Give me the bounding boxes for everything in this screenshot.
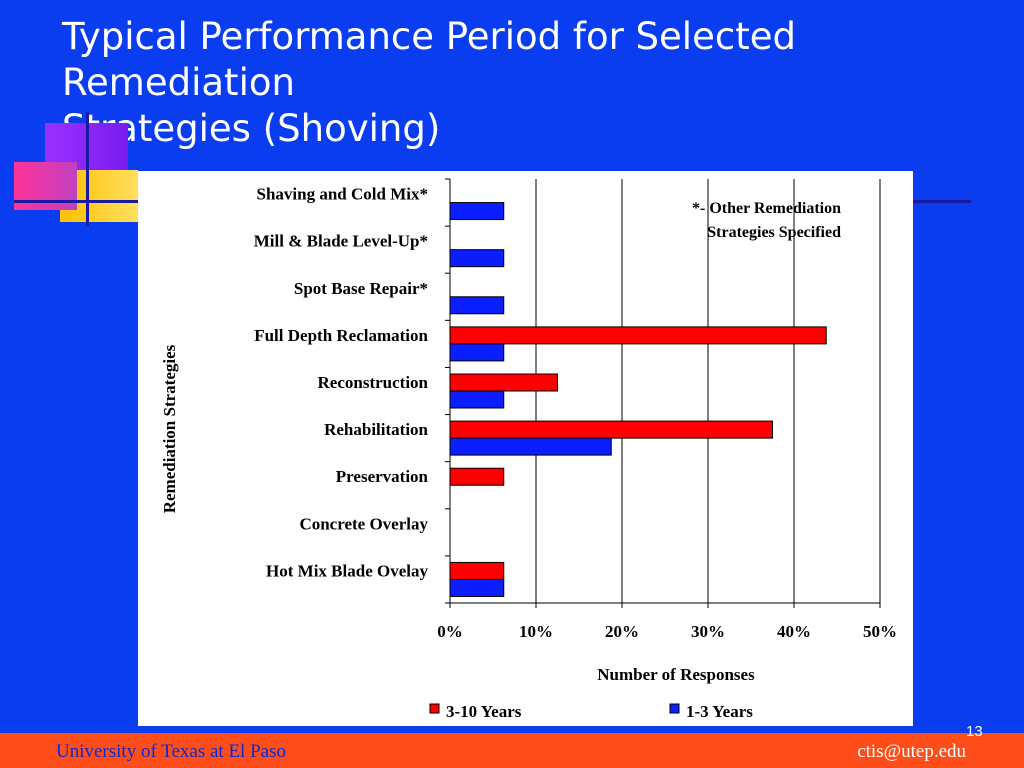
bar-chart: Shaving and Cold Mix* Mill & Blade Level-… [160, 178, 897, 721]
category-label: Full Depth Reclamation [254, 326, 428, 345]
category-label: Concrete Overlay [299, 514, 428, 533]
bar-1-3-years [449, 437, 612, 456]
x-axis-title: Number of Responses [597, 665, 755, 684]
footer-email[interactable]: ctis@utep.edu [857, 741, 966, 762]
x-tick-label: 40% [777, 622, 811, 641]
x-tick-label: 20% [605, 622, 639, 641]
slide-title: Typical Performance Period for Selected … [62, 14, 1012, 152]
label-layer: Shaving and Cold Mix* Mill & Blade Level-… [254, 185, 429, 581]
y-axis-title: Remediation Strategies [160, 344, 179, 513]
decor-horizontal-line-right [913, 200, 971, 203]
bar-1-3-years [449, 390, 505, 409]
legend-swatch-long [429, 703, 440, 714]
bar-1-3-years [449, 296, 505, 315]
chart-panel: Shaving and Cold Mix* Mill & Blade Level-… [138, 171, 913, 726]
legend: 3-10 Years 1-3 Years [429, 702, 753, 721]
x-tick-label: 0% [437, 622, 463, 641]
decor-vertical-line [86, 112, 89, 226]
x-tick-label: 10% [519, 622, 553, 641]
bar-1-3-years [449, 578, 505, 597]
legend-label-long: 3-10 Years [446, 702, 522, 721]
category-label: Reconstruction [318, 373, 429, 392]
bar-3-10-years [449, 326, 827, 345]
legend-label-short: 1-3 Years [686, 702, 753, 721]
decor-horizontal-line-left [14, 200, 138, 203]
bar-3-10-years [449, 467, 505, 486]
bar-3-10-years [449, 373, 558, 392]
bar-1-3-years [449, 249, 505, 268]
bar-layer [449, 202, 827, 597]
legend-swatch-short [669, 703, 680, 714]
category-label: Spot Base Repair* [294, 279, 428, 298]
page-number: 13 [966, 723, 983, 740]
annotation-line-2: Strategies Specified [707, 224, 841, 241]
axis-layer [449, 179, 880, 604]
footer-bar: University of Texas at El Paso ctis@utep… [0, 733, 1024, 768]
category-label: Mill & Blade Level-Up* [254, 232, 428, 251]
annotation-line-1: *- Other Remediation [692, 200, 841, 217]
bar-1-3-years [449, 343, 505, 362]
footer-university: University of Texas at El Paso [56, 741, 286, 762]
slide-title-line-1: Typical Performance Period for Selected … [62, 15, 796, 104]
bar-3-10-years [449, 420, 773, 439]
category-label: Preservation [336, 467, 429, 486]
bar-1-3-years [449, 202, 505, 221]
category-label: Hot Mix Blade Ovelay [266, 561, 428, 580]
category-label: Shaving and Cold Mix* [257, 185, 428, 204]
bar-3-10-years [449, 561, 505, 580]
x-tick-label: 50% [863, 622, 897, 641]
tick-layer: 0% 10% 20% 30% 40% 50% [437, 178, 897, 641]
x-tick-label: 30% [691, 622, 725, 641]
grid-layer [535, 179, 881, 603]
slide-title-line-2: Strategies (Shoving) [62, 107, 441, 150]
category-label: Rehabilitation [324, 420, 428, 439]
